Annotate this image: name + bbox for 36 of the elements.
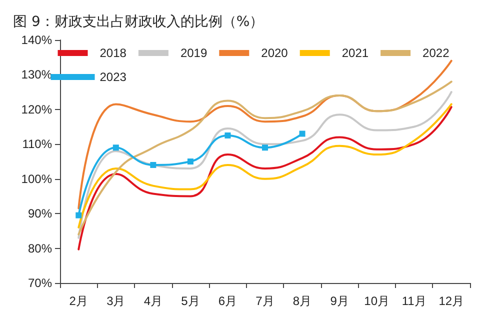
x-tick-label: 6月	[218, 294, 238, 308]
point	[224, 132, 231, 138]
legend-label: 2021	[342, 46, 369, 60]
y-tick-label: 70%	[28, 276, 52, 290]
y-tick-label: 120%	[21, 102, 52, 116]
point	[262, 144, 268, 151]
x-tick-label: 4月	[144, 294, 163, 308]
point	[150, 162, 156, 168]
legend-label: 2020	[261, 46, 288, 60]
y-tick-label: 80%	[28, 241, 52, 256]
chart-title: 图 9：财政支出占财政收入的比例（%）	[13, 14, 264, 30]
x-tick-label: 12月	[438, 294, 464, 308]
point	[187, 158, 194, 164]
x-tick-label: 8月	[292, 294, 312, 308]
y-tick-label: 110%	[22, 137, 52, 152]
point	[299, 130, 306, 137]
line-series	[78, 106, 452, 250]
legend-label: 2019	[180, 46, 208, 60]
point	[112, 144, 119, 151]
x-tick-label: 7月	[256, 294, 274, 308]
x-tick-label: 11月	[402, 294, 426, 308]
legend-label: 2023	[100, 70, 127, 84]
x-tick-label: 10月	[364, 294, 390, 308]
y-tick-label: 130%	[21, 68, 52, 82]
y-tick-label: 90%	[28, 206, 52, 221]
legend-label: 2022	[422, 46, 450, 60]
y-tick-label: 100%	[21, 172, 52, 186]
legend-label: 2018	[100, 46, 127, 60]
x-tick-label: 5月	[181, 294, 200, 308]
x-tick-label: 3月	[106, 294, 126, 308]
x-tick-label: 2月	[69, 294, 88, 308]
y-tick-label: 140%	[21, 33, 52, 47]
point	[76, 212, 82, 218]
x-tick-label: 9月	[330, 294, 349, 308]
line-series	[78, 60, 452, 210]
line-series	[78, 103, 452, 228]
